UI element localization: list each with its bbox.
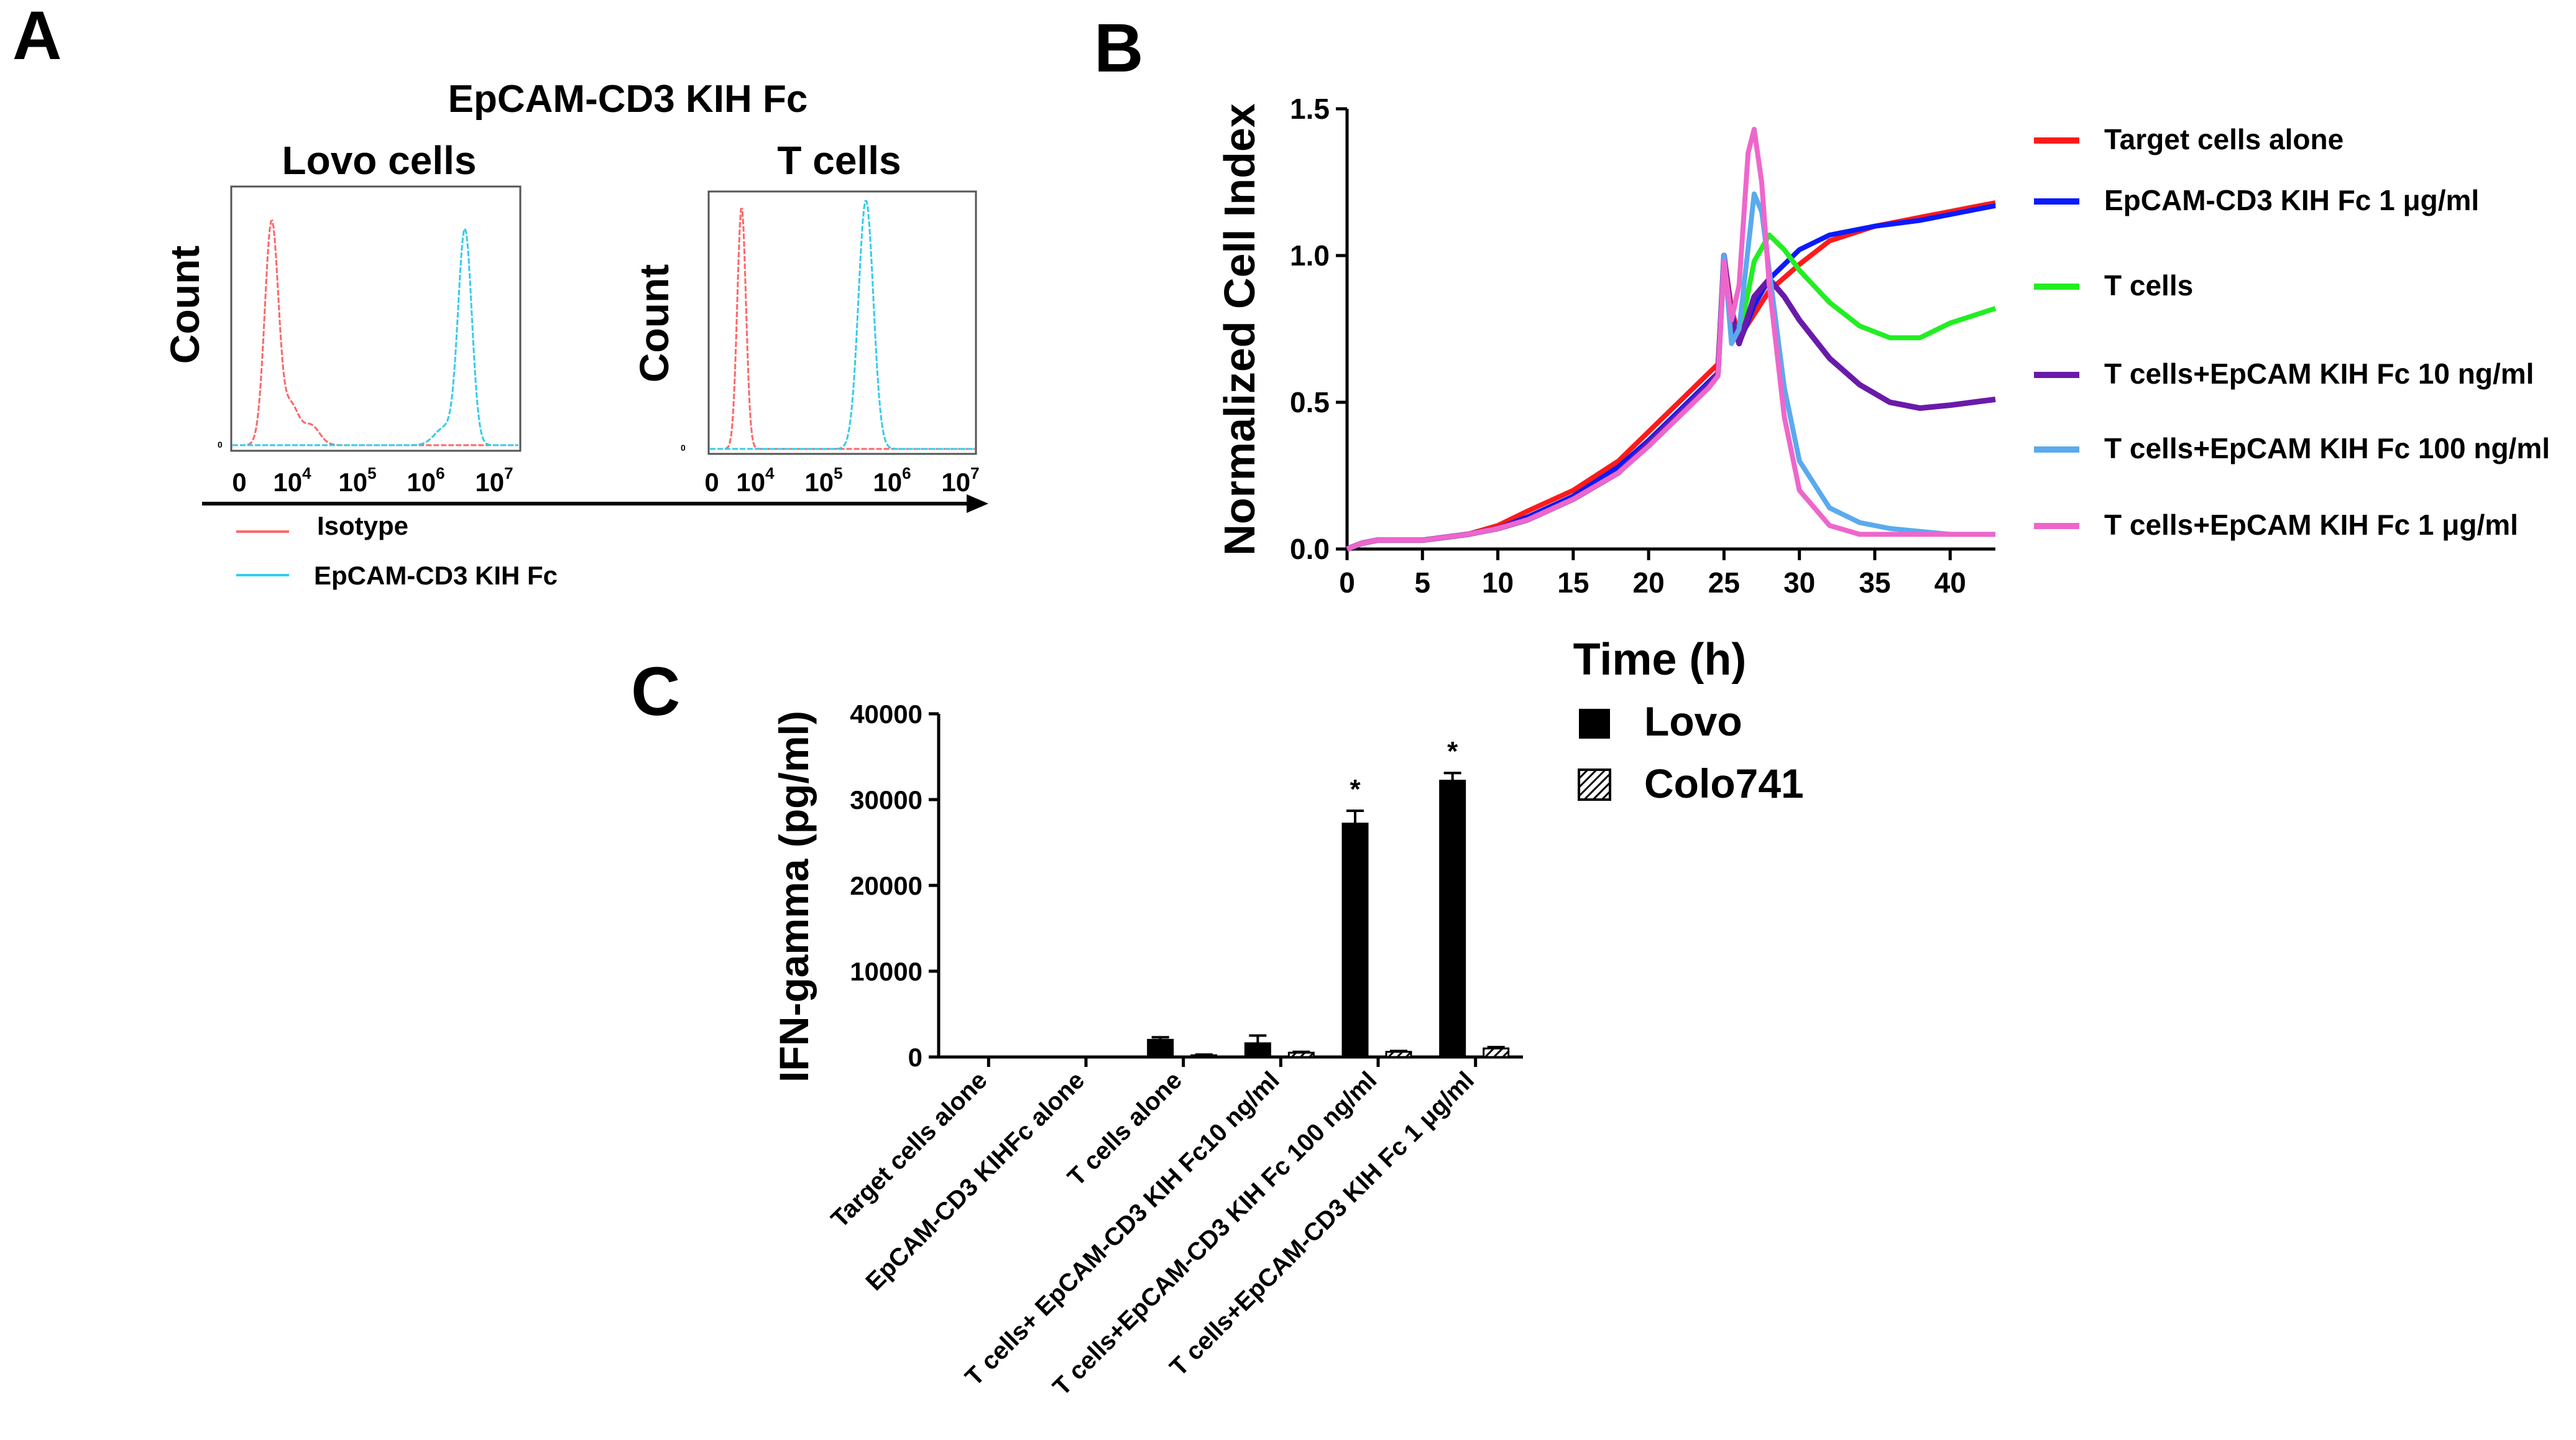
panel-c-bar	[1190, 1054, 1218, 1058]
panel-b-series-line	[1346, 200, 1996, 552]
tcells-ylabel: Count	[631, 264, 677, 383]
panel-b-xtick-label: 10	[1482, 566, 1514, 599]
panel-c-significance: *	[1447, 736, 1458, 767]
panel-c-bar	[1244, 1042, 1271, 1058]
panel-c-bar	[1287, 1051, 1315, 1058]
panel-b-axes: 0.0 0.5 1.0 1.5 0 5 10 15 20 25 30 35 40	[1290, 93, 1995, 599]
tcells-xtick-2: 105	[804, 464, 842, 497]
panel-c-bar	[1147, 1038, 1174, 1058]
panel-b-series-line	[1346, 191, 1995, 552]
panel-b-xtick-label: 20	[1633, 566, 1665, 599]
lovo-ylabel: Count	[162, 246, 208, 364]
panel-b-legend-label: Target cells alone	[2104, 123, 2344, 155]
lovo-xtick-0: 0	[232, 468, 246, 497]
panel-c-bar	[1341, 823, 1369, 1058]
panel-c-legend: Lovo Colo741	[1578, 698, 1804, 806]
lovo-xtick-1: 104	[273, 464, 311, 497]
tcells-xtick-0: 0	[704, 468, 719, 497]
panel-b-lines	[1346, 127, 1997, 552]
panel-b-ytick-label: 0.0	[1290, 533, 1330, 565]
panel-c-ytick-label: 0	[908, 1043, 922, 1072]
panel-c-legend-label: Lovo	[1644, 698, 1742, 744]
lovo-frame	[230, 185, 522, 452]
lovo-title: Lovo cells	[282, 138, 477, 183]
lovo-xtick-4: 107	[475, 464, 513, 497]
panel-c: C IFN-gamma (pg/ml) 0 10000 20000 30000 4000…	[631, 653, 1804, 1401]
panel-c-bar	[1439, 780, 1466, 1058]
panel-b-ylabel: Normalized Cell Index	[1215, 103, 1264, 555]
panel-c-bars: **	[1147, 736, 1510, 1058]
lovo-zero: 0	[218, 440, 223, 450]
lovo-isotype-curve	[232, 219, 518, 446]
panel-a-title: EpCAM-CD3 KIH Fc	[448, 78, 808, 121]
panel-b-xtick-label: 0	[1339, 566, 1355, 599]
legend-isotype-label: Isotype	[317, 511, 408, 540]
panel-c-significance: *	[1350, 774, 1361, 805]
panel-a: A EpCAM-CD3 KIH Fc Lovo cells Count 0 T …	[12, 0, 988, 590]
panel-b-xlabel: Time (h)	[1573, 635, 1747, 685]
panel-c-ylabel: IFN-gamma (pg/ml)	[771, 711, 817, 1082]
panel-c-label: C	[631, 653, 680, 730]
panel-c-legend-label: Colo741	[1644, 760, 1804, 806]
panel-b-legend-label: T cells+EpCAM KIH Fc 1 μg/ml	[2104, 509, 2518, 541]
panel-c-ytick-label: 20000	[850, 871, 922, 900]
panel-c-ytick-label: 30000	[850, 785, 922, 815]
lovo-epcam-curve	[232, 226, 518, 446]
lovo-xtick-2: 105	[338, 464, 376, 497]
panel-b-legend-label: EpCAM-CD3 KIH Fc 1 μg/ml	[2104, 184, 2479, 216]
tcells-title: T cells	[777, 138, 901, 183]
panel-b-xtick-label: 5	[1414, 566, 1430, 599]
panel-a-axis-arrow	[967, 494, 988, 513]
panel-b-xtick-label: 25	[1708, 566, 1740, 599]
panel-c-bar	[1483, 1047, 1510, 1058]
panel-b: B Normalized Cell Index Time (h) 0.0 0.5 1…	[1094, 10, 2550, 685]
panel-c-bar	[1385, 1051, 1412, 1058]
panel-b-series-line	[1346, 203, 1996, 552]
tcells-isotype-curve	[710, 208, 975, 450]
tcells-xtick-1: 104	[736, 464, 775, 497]
panel-c-ytick-label: 10000	[850, 957, 922, 986]
panel-b-xtick-label: 30	[1783, 566, 1815, 599]
panel-c-ytick-label: 40000	[850, 699, 922, 729]
panel-b-ytick-label: 0.5	[1290, 386, 1330, 418]
panel-b-ytick-label: 1.5	[1290, 93, 1330, 125]
panel-b-xtick-label: 35	[1859, 566, 1890, 599]
panel-a-label: A	[12, 0, 62, 74]
panel-c-legend-swatch-colo741	[1578, 768, 1611, 801]
tcells-xtick-3: 106	[873, 464, 911, 497]
tcells-xtick-4: 107	[941, 464, 979, 497]
tcells-zero: 0	[681, 443, 686, 453]
tcells-epcam-curve	[710, 200, 975, 450]
panel-b-series-line	[1346, 127, 1995, 552]
panel-b-legend: Target cells alone EpCAM-CD3 KIH Fc 1 μg/…	[2034, 123, 2550, 541]
panel-b-xtick-label: 40	[1934, 566, 1966, 599]
panel-b-label: B	[1094, 10, 1143, 86]
panel-b-series-line	[1346, 233, 1997, 552]
panel-b-series-line	[1346, 252, 1996, 552]
panel-c-legend-swatch-lovo	[1579, 709, 1610, 739]
legend-epcam-label: EpCAM-CD3 KIH Fc	[314, 561, 558, 590]
panel-b-legend-label: T cells+EpCAM KIH Fc 100 ng/ml	[2104, 432, 2550, 464]
lovo-xtick-3: 106	[407, 464, 444, 497]
tcells-frame	[707, 190, 977, 455]
panel-b-legend-label: T cells	[2104, 269, 2193, 302]
panel-b-xtick-label: 15	[1557, 566, 1589, 599]
panel-b-ytick-label: 1.0	[1290, 239, 1330, 272]
panel-b-legend-label: T cells+EpCAM KIH Fc 10 ng/ml	[2104, 358, 2534, 390]
